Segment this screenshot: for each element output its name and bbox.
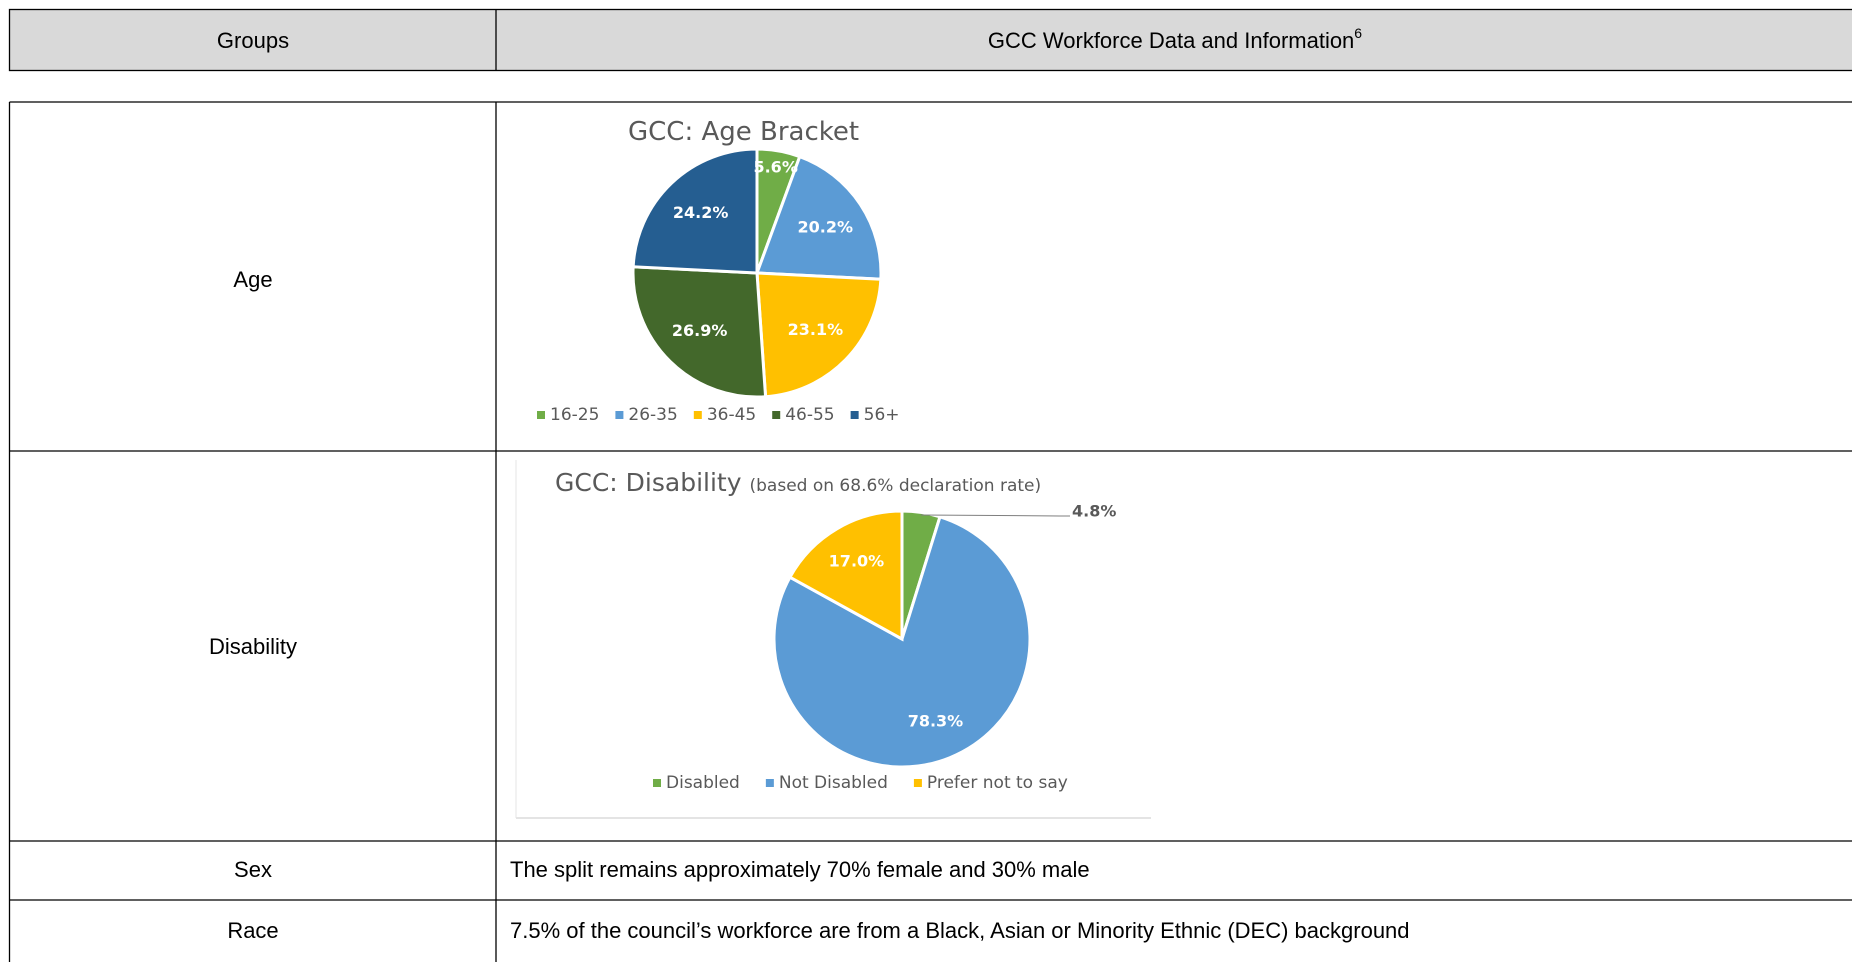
data-label: 23.1% — [788, 320, 844, 339]
header-groups: Groups — [217, 28, 289, 53]
legend-label: 56+ — [864, 405, 900, 425]
chart-title: GCC: Age Bracket — [628, 117, 859, 147]
header-info: GCC Workforce Data and Information6 — [988, 25, 1362, 53]
legend-label: 46-55 — [785, 405, 834, 425]
data-label: 24.2% — [673, 203, 729, 222]
header-box — [8, 8, 1852, 72]
chart-title-line: GCC: Disability (based on 68.6% declarati… — [555, 468, 1041, 497]
legend-swatch — [850, 411, 859, 419]
legend-swatch — [693, 411, 702, 419]
legend-label: 16-25 — [550, 405, 599, 425]
leader-line — [920, 514, 1070, 517]
data-label: 26.9% — [672, 321, 728, 340]
group-label: Sex — [234, 857, 272, 882]
header-info-text: GCC Workforce Data and Information — [988, 28, 1354, 53]
group-label: Disability — [209, 634, 297, 659]
pie-slice — [772, 514, 1032, 769]
data-label: 4.8% — [1072, 502, 1116, 521]
legend-label: 36-45 — [707, 405, 756, 425]
chart-title: GCC: Disability — [555, 468, 742, 497]
group-label: Age — [233, 267, 272, 292]
pie-slice — [631, 147, 759, 275]
pie-slice — [755, 271, 883, 399]
row-text: 7.5% of the council’s workforce are from… — [510, 918, 1410, 943]
pie-slice — [787, 509, 904, 642]
legend-label: Not Disabled — [779, 773, 888, 793]
legend-label: 26-35 — [628, 405, 677, 425]
row-text: The split remains approximately 70% fema… — [510, 857, 1090, 882]
footnote: 6 — [1354, 25, 1362, 41]
legend-swatch — [772, 411, 781, 419]
data-label: 78.3% — [908, 712, 964, 731]
legend-swatch — [653, 779, 661, 787]
legend-swatch — [765, 779, 774, 787]
data-label: 5.6% — [753, 158, 797, 177]
pie-slice — [631, 265, 768, 399]
legend-label: Prefer not to say — [927, 773, 1068, 793]
legend-swatch — [615, 411, 624, 419]
chart-subtitle: (based on 68.6% declaration rate) — [750, 476, 1042, 496]
legend-label: Disabled — [666, 773, 740, 793]
group-label: Race — [227, 918, 278, 943]
pie-slice — [754, 154, 883, 281]
legend-swatch — [913, 779, 922, 787]
legend-swatch — [537, 411, 545, 419]
data-label: 20.2% — [798, 217, 854, 236]
data-label: 17.0% — [829, 551, 885, 570]
